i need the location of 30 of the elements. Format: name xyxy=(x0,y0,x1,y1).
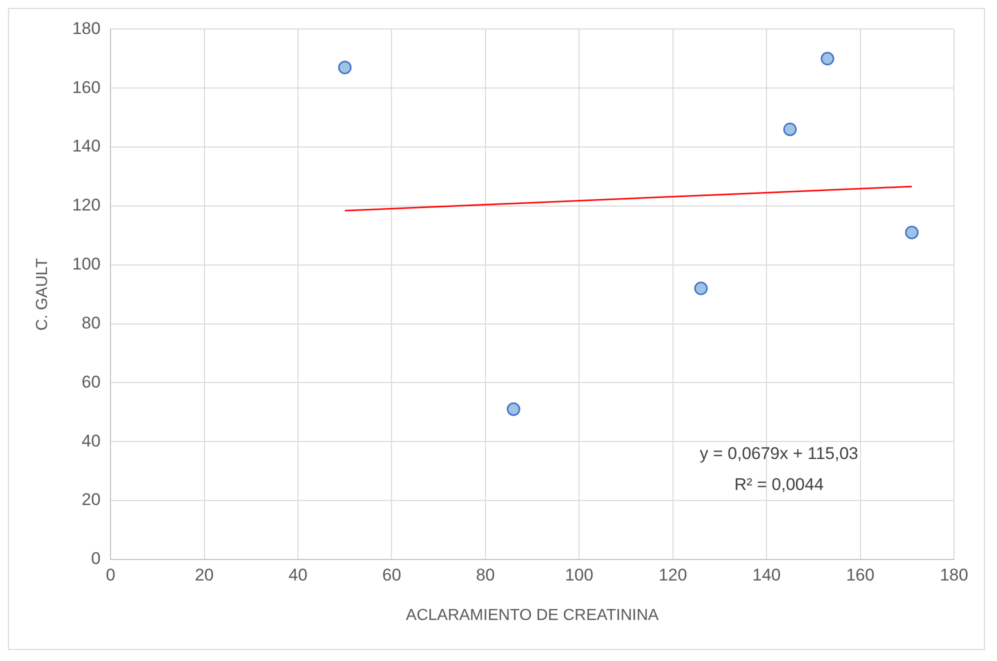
annotation: y = 0,0679x + 115,03 xyxy=(700,444,858,464)
y-tick-label: 100 xyxy=(72,254,101,274)
y-tick-label: 80 xyxy=(82,313,101,332)
x-tick-label: 20 xyxy=(194,565,214,584)
y-tick-label: 60 xyxy=(82,372,101,392)
x-axis-title: ACLARAMIENTO DE CREATININA xyxy=(406,606,659,624)
point xyxy=(905,226,919,240)
point xyxy=(694,282,708,296)
x-tick-label: 180 xyxy=(940,565,968,584)
x-tick-label: 140 xyxy=(752,565,781,584)
x-tick-label: 40 xyxy=(288,565,308,584)
y-tick-label: 120 xyxy=(72,196,101,215)
y-tick-label: 160 xyxy=(72,78,101,97)
x-tick-label: 0 xyxy=(106,565,116,584)
point xyxy=(506,402,520,416)
x-tick-label: 120 xyxy=(658,565,688,584)
x-tick-label: 80 xyxy=(476,565,495,584)
point xyxy=(338,60,352,74)
y-tick-label: 140 xyxy=(72,136,101,156)
annotation: R² = 0,0044 xyxy=(734,475,824,494)
y-axis-title: C. GAULT xyxy=(34,258,52,331)
x-tick-label: 60 xyxy=(382,565,402,584)
point xyxy=(783,122,797,136)
y-tick-label: 0 xyxy=(91,549,101,568)
y-tick-label: 20 xyxy=(82,490,101,510)
x-tick-label: 160 xyxy=(846,565,874,584)
x-tick-label: 100 xyxy=(564,565,594,584)
y-tick-label: 180 xyxy=(72,18,101,38)
point xyxy=(820,52,834,66)
y-tick-label: 40 xyxy=(82,431,101,450)
